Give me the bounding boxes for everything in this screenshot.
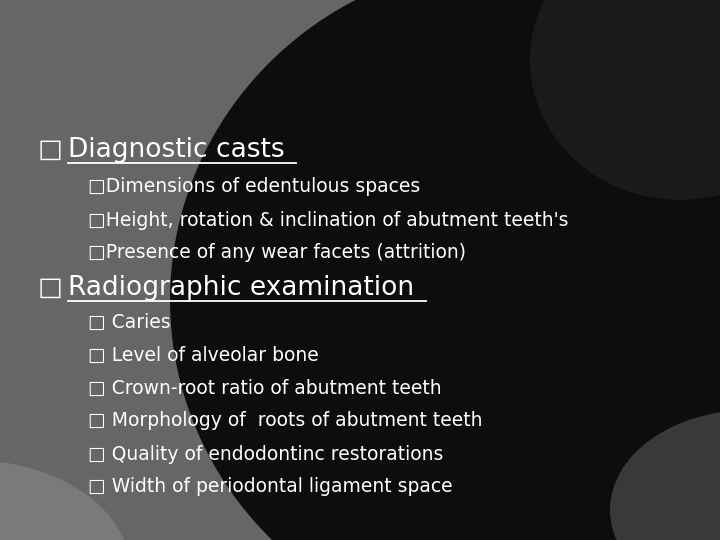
Text: □ Quality of endodontinc restorations: □ Quality of endodontinc restorations xyxy=(88,444,444,463)
Text: □: □ xyxy=(38,275,63,301)
Text: □ Level of alveolar bone: □ Level of alveolar bone xyxy=(88,346,319,365)
Text: □ Crown-root ratio of abutment teeth: □ Crown-root ratio of abutment teeth xyxy=(88,379,441,397)
Text: □ Width of periodontal ligament space: □ Width of periodontal ligament space xyxy=(88,477,453,496)
Text: Radiographic examination: Radiographic examination xyxy=(68,275,414,301)
Text: □ Caries: □ Caries xyxy=(88,313,171,332)
Text: □ Morphology of  roots of abutment teeth: □ Morphology of roots of abutment teeth xyxy=(88,411,482,430)
Ellipse shape xyxy=(0,460,130,540)
Text: □: □ xyxy=(38,137,63,163)
Text: □Height, rotation & inclination of abutment teeth's: □Height, rotation & inclination of abutm… xyxy=(88,211,569,229)
Text: Diagnostic casts: Diagnostic casts xyxy=(68,137,284,163)
Ellipse shape xyxy=(170,0,720,540)
Ellipse shape xyxy=(610,410,720,540)
Text: □Dimensions of edentulous spaces: □Dimensions of edentulous spaces xyxy=(88,178,420,197)
Text: □Presence of any wear facets (attrition): □Presence of any wear facets (attrition) xyxy=(88,244,466,262)
Ellipse shape xyxy=(530,0,720,200)
